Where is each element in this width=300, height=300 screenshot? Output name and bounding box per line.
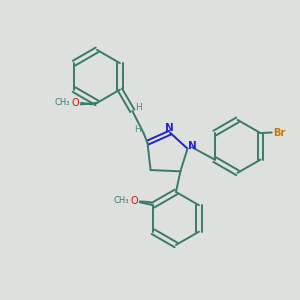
Text: O: O bbox=[131, 196, 139, 206]
Text: CH₃: CH₃ bbox=[113, 196, 129, 205]
Text: N: N bbox=[188, 141, 197, 151]
Text: CH₃: CH₃ bbox=[55, 98, 70, 107]
Text: H: H bbox=[135, 103, 142, 112]
Text: Br: Br bbox=[273, 128, 285, 137]
Text: O: O bbox=[72, 98, 80, 108]
Text: N: N bbox=[165, 123, 174, 133]
Text: H: H bbox=[134, 125, 140, 134]
